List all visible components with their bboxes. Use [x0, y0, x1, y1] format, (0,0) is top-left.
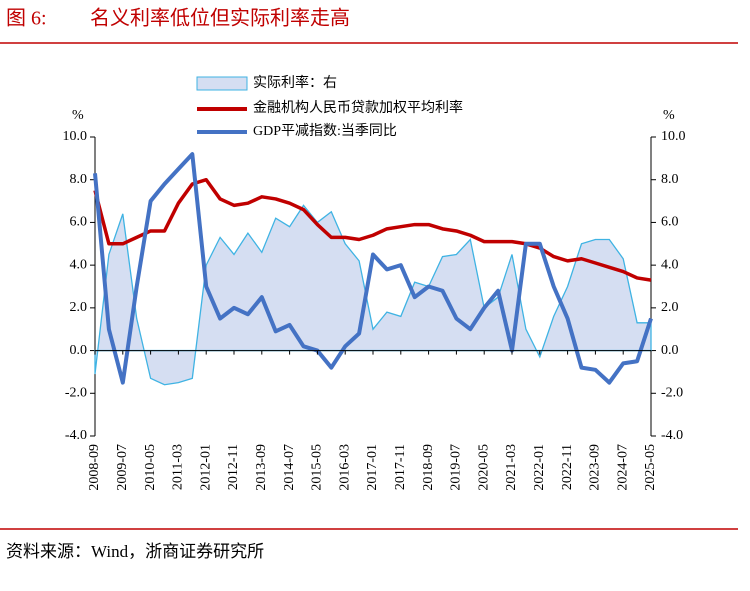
line	[93, 177, 652, 282]
y-tick-label: 6.0	[70, 215, 88, 230]
y-tick-label: -4.0	[65, 428, 87, 443]
chart-title: 名义利率低位但实际利率走高	[90, 7, 350, 30]
x-tick-label: 2019-07	[449, 444, 464, 491]
x-tick-label: 2017-11	[393, 444, 408, 490]
y-tick-label: 2.0	[70, 300, 88, 315]
y2-axis-label: %	[663, 108, 675, 123]
x-tick-label: 2010-05	[143, 444, 158, 491]
y-tick-label: -2.0	[65, 386, 87, 401]
x-tick-label: 2011-03	[171, 444, 186, 490]
x-tick-label: 2021-03	[504, 444, 519, 491]
y-tick-label: 10.0	[63, 129, 88, 144]
figure-label: 图 6:	[6, 8, 47, 30]
y2-tick-label: -4.0	[661, 428, 683, 443]
y-axis-label: %	[72, 108, 84, 123]
source: 资料来源：Wind，浙商证券研究所	[6, 542, 264, 561]
y2-tick-label: 6.0	[661, 215, 679, 230]
legend-swatch	[196, 76, 248, 91]
y-tick-label: 0.0	[70, 343, 88, 358]
x-tick-label: 2020-05	[476, 444, 491, 491]
x-tick-label: 2022-11	[560, 444, 575, 490]
y2-tick-label: -2.0	[661, 386, 683, 401]
x-tick-label: 2018-09	[421, 444, 436, 491]
x-tick-label: 2015-05	[310, 444, 325, 491]
y-tick-label: 8.0	[70, 172, 88, 187]
line	[93, 152, 653, 385]
x-tick-label: 2023-09	[588, 444, 603, 491]
y2-tick-label: 8.0	[661, 172, 679, 187]
area	[94, 204, 652, 386]
legend-label: 实际利率：右	[253, 74, 337, 91]
y2-tick-label: 2.0	[661, 300, 679, 315]
x-tick-label: 2013-09	[254, 444, 269, 491]
x-tick-label: 2025-05	[643, 444, 658, 491]
x-tick-label: 2009-07	[115, 444, 130, 491]
legend-label: 金融机构人民币贷款加权平均利率	[253, 99, 463, 116]
y2-tick-label: 10.0	[661, 129, 686, 144]
x-tick-label: 2008-09	[87, 444, 102, 491]
legend-label: GDP平减指数:当季同比	[253, 123, 397, 139]
x-tick-label: 2012-01	[198, 444, 213, 491]
y2-tick-label: 0.0	[661, 343, 679, 358]
x-tick-label: 2016-03	[337, 444, 352, 491]
y2-tick-label: 4.0	[661, 257, 679, 272]
x-tick-label: 2012-11	[226, 444, 241, 490]
x-tick-label: 2014-07	[282, 444, 297, 491]
y-tick-label: 4.0	[70, 257, 88, 272]
x-tick-label: 2024-07	[615, 444, 630, 491]
x-tick-label: 2017-01	[365, 444, 380, 491]
x-tick-label: 2022-01	[532, 444, 547, 491]
